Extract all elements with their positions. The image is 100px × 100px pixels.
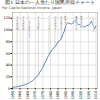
- svg-text:120: 120: [4, 16, 11, 20]
- svg-text:1995: 1995: [71, 91, 75, 99]
- svg-text:1965: 1965: [26, 91, 30, 99]
- svg-text:バブル景気ブーム: バブル景気ブーム: [60, 16, 63, 33]
- svg-text:40: 40: [6, 63, 10, 67]
- svg-text:いざなぎ景気バブル↑↑: いざなぎ景気バブル↑↑: [28, 16, 31, 38]
- svg-text:列島改造ブーム: 列島改造ブーム: [37, 16, 40, 30]
- svg-text:2005: 2005: [87, 91, 91, 99]
- svg-text:オイルショック: オイルショック: [48, 16, 51, 30]
- svg-text:ITバブル崩壊: ITバブル崩壊: [80, 16, 83, 28]
- svg-text:60: 60: [6, 52, 10, 56]
- svg-text:1970: 1970: [33, 91, 37, 99]
- svg-text:神武景気ブーム: 神武景気ブーム: [16, 16, 19, 30]
- svg-text:2010: 2010: [94, 91, 98, 99]
- svg-text:1985: 1985: [56, 91, 60, 99]
- svg-text:80: 80: [6, 40, 10, 44]
- svg-text:0: 0: [8, 87, 10, 91]
- svg-text:2000: 2000: [79, 91, 83, 99]
- html-text:図1 日本の一人当たり国民所得チャート: 図1 日本の一人当たり国民所得チャート: [5, 0, 95, 5]
- svg-text:1955: 1955: [11, 91, 15, 99]
- svg-text:バブル景気ブーム: バブル景気ブーム: [54, 16, 57, 33]
- html-text:Per Capita National Income, Ja: Per Capita National Income, Japan: [2, 5, 62, 10]
- svg-text:岩戸景気ブーム: 岩戸景気ブーム: [22, 16, 25, 30]
- svg-text:100: 100: [4, 28, 11, 32]
- svg-text:1960: 1960: [18, 91, 22, 99]
- svg-text:1975: 1975: [41, 91, 45, 99]
- svg-text:アジア通貨危機: アジア通貨危機: [75, 16, 78, 30]
- svg-text:1980: 1980: [49, 91, 53, 99]
- svg-text:バブル崩壊: バブル崩壊: [64, 16, 67, 27]
- svg-text:リーマンショック: リーマンショック: [92, 16, 95, 32]
- svg-text:20: 20: [6, 75, 10, 79]
- svg-text:1990: 1990: [64, 91, 68, 99]
